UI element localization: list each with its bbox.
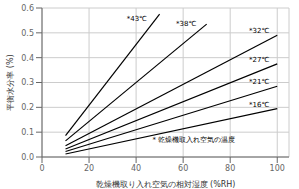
svg-text:0.4: 0.4 xyxy=(21,54,34,63)
svg-text:60: 60 xyxy=(178,164,188,173)
svg-text:0.5: 0.5 xyxy=(21,29,34,38)
svg-text:*32℃: *32℃ xyxy=(249,27,269,35)
svg-text:100: 100 xyxy=(270,164,285,173)
svg-text:0.2: 0.2 xyxy=(21,103,34,112)
svg-text:0.3: 0.3 xyxy=(21,78,34,87)
svg-text:* 乾燥機取入れ空気の温度: * 乾燥機取入れ空気の温度 xyxy=(153,136,236,144)
svg-text:*21℃: *21℃ xyxy=(249,78,269,86)
svg-text:80: 80 xyxy=(225,164,235,173)
svg-text:40: 40 xyxy=(131,164,141,173)
svg-text:*27℃: *27℃ xyxy=(249,56,269,64)
svg-text:20: 20 xyxy=(84,164,94,173)
svg-text:*38℃: *38℃ xyxy=(176,20,196,28)
svg-text:*16℃: *16℃ xyxy=(249,101,269,109)
svg-text:0.0: 0.0 xyxy=(21,153,34,162)
svg-text:乾燥機取り入れ空気の相対湿度 (%RH): 乾燥機取り入れ空気の相対湿度 (%RH) xyxy=(96,180,236,189)
svg-text:0: 0 xyxy=(39,164,44,173)
svg-text:平衡水分率 (%): 平衡水分率 (%) xyxy=(8,54,15,110)
svg-text:*43℃: *43℃ xyxy=(127,15,147,23)
svg-text:0.6: 0.6 xyxy=(21,4,34,13)
svg-text:0.1: 0.1 xyxy=(21,128,34,137)
